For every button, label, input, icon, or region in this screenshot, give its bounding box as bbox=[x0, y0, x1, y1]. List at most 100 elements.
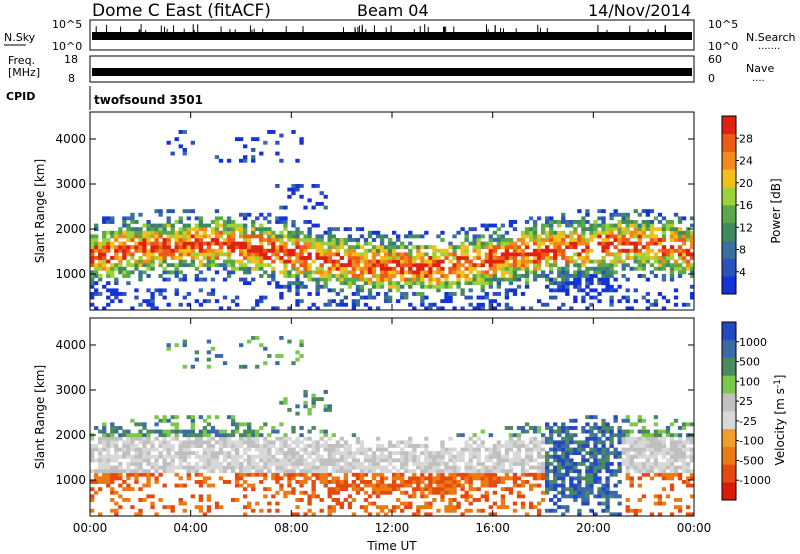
heatmap-cell bbox=[641, 223, 646, 228]
heatmap-cell bbox=[520, 259, 526, 264]
heatmap-cell bbox=[625, 454, 630, 459]
heatmap-cell bbox=[545, 483, 550, 488]
heatmap-cell bbox=[553, 241, 558, 246]
heatmap-cell bbox=[150, 465, 155, 470]
heatmap-cell bbox=[238, 440, 244, 445]
heatmap-cell bbox=[504, 230, 510, 235]
heatmap-cell bbox=[106, 281, 111, 286]
heatmap-cell bbox=[504, 288, 510, 293]
noise-right-tick-bottom: 10^0 bbox=[708, 40, 738, 53]
heatmap-cell bbox=[158, 440, 163, 445]
heatmap-cell bbox=[331, 238, 336, 242]
heatmap-cell bbox=[383, 465, 389, 470]
heatmap-cell bbox=[327, 487, 332, 492]
heatmap-cell bbox=[496, 469, 502, 474]
heatmap-cell bbox=[319, 245, 324, 250]
heatmap-cell bbox=[488, 476, 493, 481]
heatmap-cell bbox=[520, 465, 526, 470]
heatmap-cell bbox=[480, 483, 485, 488]
heatmap-cell bbox=[452, 248, 457, 253]
heatmap-cell bbox=[452, 281, 457, 286]
heatmap-cell bbox=[363, 480, 369, 484]
heatmap-cell bbox=[114, 252, 119, 257]
heatmap-cell bbox=[484, 465, 489, 470]
heatmap-cell bbox=[617, 440, 622, 445]
heatmap-cell bbox=[267, 238, 272, 242]
heatmap-cell bbox=[118, 433, 123, 438]
heatmap-cell bbox=[661, 429, 667, 434]
heatmap-cell bbox=[673, 433, 679, 438]
heatmap-cell bbox=[198, 234, 204, 239]
heatmap-cell bbox=[371, 248, 377, 253]
heatmap-cell bbox=[565, 494, 570, 499]
heatmap-cell bbox=[343, 458, 349, 463]
heatmap-cell bbox=[327, 234, 332, 239]
heatmap-cell bbox=[468, 295, 473, 300]
heatmap-cell bbox=[331, 454, 336, 459]
heatmap-cell bbox=[436, 284, 441, 289]
heatmap-cell bbox=[677, 454, 683, 459]
heatmap-cell bbox=[335, 241, 340, 246]
heatmap-cell bbox=[432, 480, 437, 484]
heatmap-cell bbox=[251, 458, 256, 463]
heatmap-cell bbox=[283, 227, 288, 232]
heatmap-cell bbox=[367, 295, 373, 300]
heatmap-cell bbox=[271, 248, 276, 253]
heatmap-cell bbox=[138, 241, 143, 246]
heatmap-cell bbox=[500, 458, 506, 463]
heatmap-cell bbox=[339, 436, 344, 441]
heatmap-cell bbox=[94, 238, 99, 242]
heatmap-cell bbox=[122, 498, 127, 502]
heatmap-cell bbox=[500, 263, 506, 268]
heatmap-cell bbox=[383, 234, 389, 239]
heatmap-cell bbox=[194, 472, 200, 477]
heatmap-cell bbox=[597, 292, 602, 296]
heatmap-cell bbox=[573, 263, 578, 268]
heatmap-cell bbox=[307, 274, 312, 278]
heatmap-cell bbox=[114, 429, 119, 434]
heatmap-cell bbox=[234, 426, 240, 430]
heatmap-cell bbox=[162, 444, 167, 448]
heatmap-cell bbox=[484, 494, 489, 499]
heatmap-cell bbox=[367, 469, 373, 474]
heatmap-cell bbox=[657, 212, 663, 217]
heatmap-cell bbox=[500, 245, 506, 250]
heatmap-cell bbox=[428, 472, 433, 477]
heatmap-cell bbox=[609, 263, 614, 268]
colorbar-tick-label: -1000 bbox=[739, 474, 771, 487]
heatmap-cell bbox=[577, 462, 582, 466]
heatmap-cell bbox=[351, 299, 357, 304]
heatmap-cell bbox=[532, 223, 538, 228]
heatmap-cell bbox=[440, 274, 445, 278]
heatmap-cell bbox=[323, 252, 328, 257]
heatmap-cell bbox=[609, 223, 614, 228]
heatmap-cell bbox=[681, 426, 687, 430]
heatmap-cell bbox=[287, 270, 292, 275]
heatmap-cell bbox=[601, 274, 606, 278]
heatmap-cell bbox=[335, 498, 340, 502]
heatmap-cell bbox=[291, 487, 296, 492]
heatmap-cell bbox=[669, 512, 675, 517]
heatmap-cell bbox=[263, 256, 268, 260]
heatmap-cell bbox=[275, 472, 280, 477]
heatmap-cell bbox=[387, 451, 393, 456]
heatmap-cell bbox=[255, 336, 260, 340]
heatmap-cell bbox=[182, 444, 187, 448]
heatmap-cell bbox=[605, 277, 610, 282]
heatmap-cell bbox=[387, 288, 393, 293]
heatmap-cell bbox=[226, 274, 232, 278]
heatmap-cell bbox=[118, 299, 123, 304]
heatmap-cell bbox=[255, 263, 260, 268]
heatmap-cell bbox=[387, 238, 393, 242]
heatmap-cell bbox=[617, 426, 622, 430]
heatmap-cell bbox=[653, 252, 659, 257]
heatmap-cell bbox=[371, 483, 377, 488]
heatmap-cell bbox=[613, 418, 618, 423]
heatmap-cell bbox=[605, 230, 610, 235]
heatmap-cell bbox=[649, 462, 655, 466]
heatmap-cell bbox=[625, 306, 630, 311]
heatmap-cell bbox=[275, 306, 280, 311]
heatmap-cell bbox=[448, 476, 453, 481]
heatmap-cell bbox=[323, 433, 328, 438]
